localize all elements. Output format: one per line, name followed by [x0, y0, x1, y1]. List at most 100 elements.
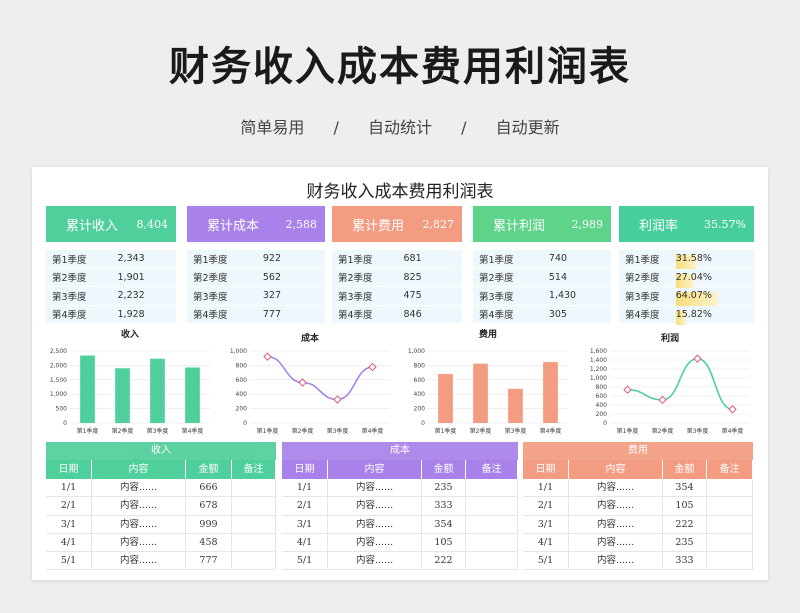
y-tick-label: 200 [596, 411, 608, 418]
quarter-label: 第3季度 [52, 291, 87, 303]
table-cell: 235 [422, 479, 466, 497]
quarter-value-text: 825 [403, 271, 422, 283]
bar [115, 368, 130, 423]
column-header: 内容 [92, 460, 186, 479]
quarter-table-profit: 第1季度 740 第2季度 514 第3季度 1,430 第4季度 305 [473, 250, 611, 324]
table-cell: 内容...... [92, 552, 186, 570]
table-row: 3/1 内容...... 999 [46, 515, 276, 534]
quarter-label: 第4季度 [193, 310, 228, 322]
table-cell [232, 497, 276, 515]
y-tick-label: 2,500 [50, 348, 67, 355]
rate-bar [675, 292, 719, 307]
ledger-table-0: 收入 日期 内容 金额 备注 1/1 内容...... 666 2/1 内容...... 678 3/… [46, 442, 276, 571]
chart-svg: 费用 0 200 400 600 800 1,000 第1季度 第2季度 第3季度 第4季度 [408, 328, 568, 435]
table-row: 2/1 内容...... 333 [282, 497, 518, 516]
column-header: 金额 [422, 460, 466, 479]
table-cell: 458 [186, 533, 232, 552]
quarter-value-text: 64.07% [675, 290, 712, 302]
quarter-value-text: 2,343 [117, 253, 145, 265]
table-cell: 666 [186, 479, 232, 497]
quarter-label: 第2季度 [479, 273, 514, 285]
kpi-label: 累计成本 [207, 218, 260, 234]
spreadsheet-card: 财务收入成本费用利润表 累计收入 8,404 累计成本 2,588 累计费用 2,827 累… [32, 167, 768, 580]
bar [543, 362, 558, 423]
table-cell: 235 [663, 533, 707, 552]
column-header: 日期 [523, 460, 569, 479]
chart-title: 成本 [301, 332, 320, 344]
quarter-value: 922 [263, 253, 325, 264]
column-header: 备注 [707, 460, 753, 479]
table-cell: 222 [422, 552, 466, 570]
x-tick-label: 第3季度 [147, 427, 169, 435]
ledger-title: 收入 [46, 442, 276, 460]
quarter-label: 第4季度 [625, 310, 660, 322]
quarter-value: 1,928 [118, 309, 177, 320]
table-cell [232, 552, 276, 570]
bar [185, 367, 200, 423]
ledger-header-row: 日期 内容 金额 备注 [282, 460, 518, 479]
kpi-value: 2,827 [422, 217, 455, 231]
chart-2: 费用 0 200 400 600 800 1,000 第1季度 第2季度 第3季度 第4季度 [400, 327, 576, 439]
quarter-row: 第1季度 2,343 [46, 250, 176, 269]
table-cell: 1/1 [523, 479, 569, 497]
table-cell: 内容...... [92, 515, 186, 533]
quarter-value: 15.82% [675, 308, 754, 325]
table-cell [707, 515, 753, 533]
table-cell: 2/1 [523, 497, 569, 515]
quarter-row: 第1季度 740 [473, 250, 611, 269]
table-cell: 内容...... [92, 533, 186, 552]
table-cell: 4/1 [523, 533, 569, 552]
column-header: 日期 [46, 460, 92, 479]
x-tick-label: 第2季度 [652, 427, 674, 435]
ledger-header-row: 日期 内容 金额 备注 [523, 460, 753, 479]
table-cell: 999 [186, 515, 232, 533]
table-cell: 2/1 [46, 497, 92, 515]
table-cell: 354 [663, 479, 707, 497]
sheet-title: 财务收入成本费用利润表 [306, 182, 494, 202]
quarter-label: 第2季度 [52, 273, 87, 285]
quarter-label: 第2季度 [625, 273, 660, 285]
table-cell: 3/1 [523, 515, 569, 533]
quarter-row: 第2季度 514 [473, 269, 611, 287]
table-cell: 3/1 [46, 515, 92, 533]
quarter-value-text: 740 [548, 253, 568, 265]
y-tick-label: 1,600 [590, 348, 607, 355]
quarter-label: 第3季度 [338, 291, 373, 303]
chart-title: 利润 [660, 332, 679, 344]
kpi-box: 利润率 35.57% [619, 206, 754, 242]
table-cell: 1/1 [46, 479, 92, 497]
y-tick-label: 600 [236, 377, 248, 384]
bar [150, 358, 165, 423]
column-header: 金额 [186, 460, 232, 479]
quarter-value-text: 31.58% [675, 253, 712, 265]
quarter-value: 846 [404, 309, 463, 320]
table-cell: 222 [663, 515, 707, 533]
x-tick-label: 第2季度 [112, 427, 134, 435]
y-tick-label: 0 [421, 420, 425, 427]
tagline-sep-2: / [461, 118, 467, 137]
chart-1: 成本 0 200 400 600 800 1,000 第1季度 第2季度 第3季度 第4季度 [222, 327, 398, 439]
quarter-value-text: 562 [262, 271, 282, 283]
quarter-value-text: 922 [262, 253, 282, 265]
quarter-value: 1,430 [549, 290, 611, 301]
quarter-label: 第4季度 [479, 310, 514, 322]
quarter-value-text: 15.82% [675, 308, 712, 320]
ledger-table-2: 费用 日期 内容 金额 备注 1/1 内容...... 354 2/1 内容...... 105 3/… [523, 442, 753, 571]
quarter-value: 1,901 [118, 272, 177, 283]
kpi-value: 35.57% [704, 217, 746, 231]
quarter-row: 第3季度 1,430 [473, 287, 611, 306]
table-cell: 3/1 [282, 515, 328, 533]
y-tick-label: 1,200 [590, 366, 607, 373]
quarter-table-expense: 第1季度 681 第2季度 825 第3季度 475 第4季度 846 [332, 250, 462, 324]
bar [80, 355, 95, 423]
table-cell [466, 533, 518, 552]
y-tick-label: 600 [596, 393, 608, 400]
table-row: 1/1 内容...... 354 [523, 479, 753, 498]
quarter-label: 第3季度 [479, 291, 514, 303]
quarter-value-text: 1,928 [117, 308, 145, 320]
table-row: 1/1 内容...... 235 [282, 479, 518, 498]
x-tick-label: 第1季度 [617, 427, 639, 435]
quarter-value: 2,343 [118, 253, 177, 264]
x-tick-label: 第3季度 [505, 427, 527, 435]
quarter-value: 31.58% [675, 253, 754, 270]
